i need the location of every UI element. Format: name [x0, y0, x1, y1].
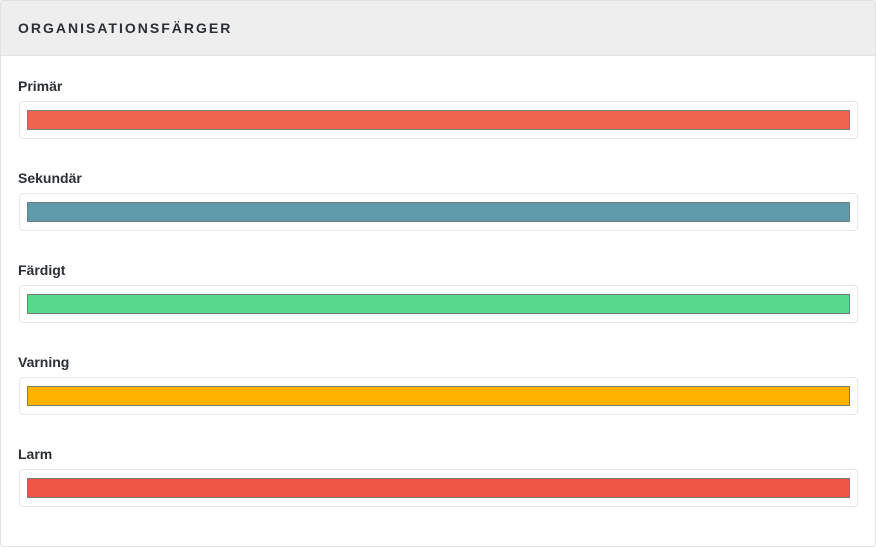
- success-color-swatch[interactable]: [27, 294, 850, 314]
- color-group-alarm: Larm: [18, 424, 858, 516]
- color-group-success: Färdigt: [18, 240, 858, 332]
- secondary-color-picker[interactable]: [19, 193, 858, 231]
- primary-color-label: Primär: [18, 78, 63, 94]
- panel-body: Primär Sekundär Färdigt Varning Larm: [1, 56, 875, 516]
- success-color-label: Färdigt: [18, 262, 66, 278]
- warning-color-picker[interactable]: [19, 377, 858, 415]
- color-group-warning: Varning: [18, 332, 858, 424]
- secondary-color-label: Sekundär: [18, 170, 82, 186]
- color-group-primary: Primär: [18, 56, 858, 148]
- warning-color-swatch[interactable]: [27, 386, 850, 406]
- alarm-color-swatch[interactable]: [27, 478, 850, 498]
- alarm-color-label: Larm: [18, 446, 53, 462]
- color-group-secondary: Sekundär: [18, 148, 858, 240]
- alarm-color-picker[interactable]: [19, 469, 858, 507]
- primary-color-picker[interactable]: [19, 101, 858, 139]
- warning-color-label: Varning: [18, 354, 70, 370]
- secondary-color-swatch[interactable]: [27, 202, 850, 222]
- primary-color-swatch[interactable]: [27, 110, 850, 130]
- success-color-picker[interactable]: [19, 285, 858, 323]
- panel-header: ORGANISATIONSFÄRGER: [1, 1, 875, 56]
- panel-title: ORGANISATIONSFÄRGER: [18, 20, 233, 36]
